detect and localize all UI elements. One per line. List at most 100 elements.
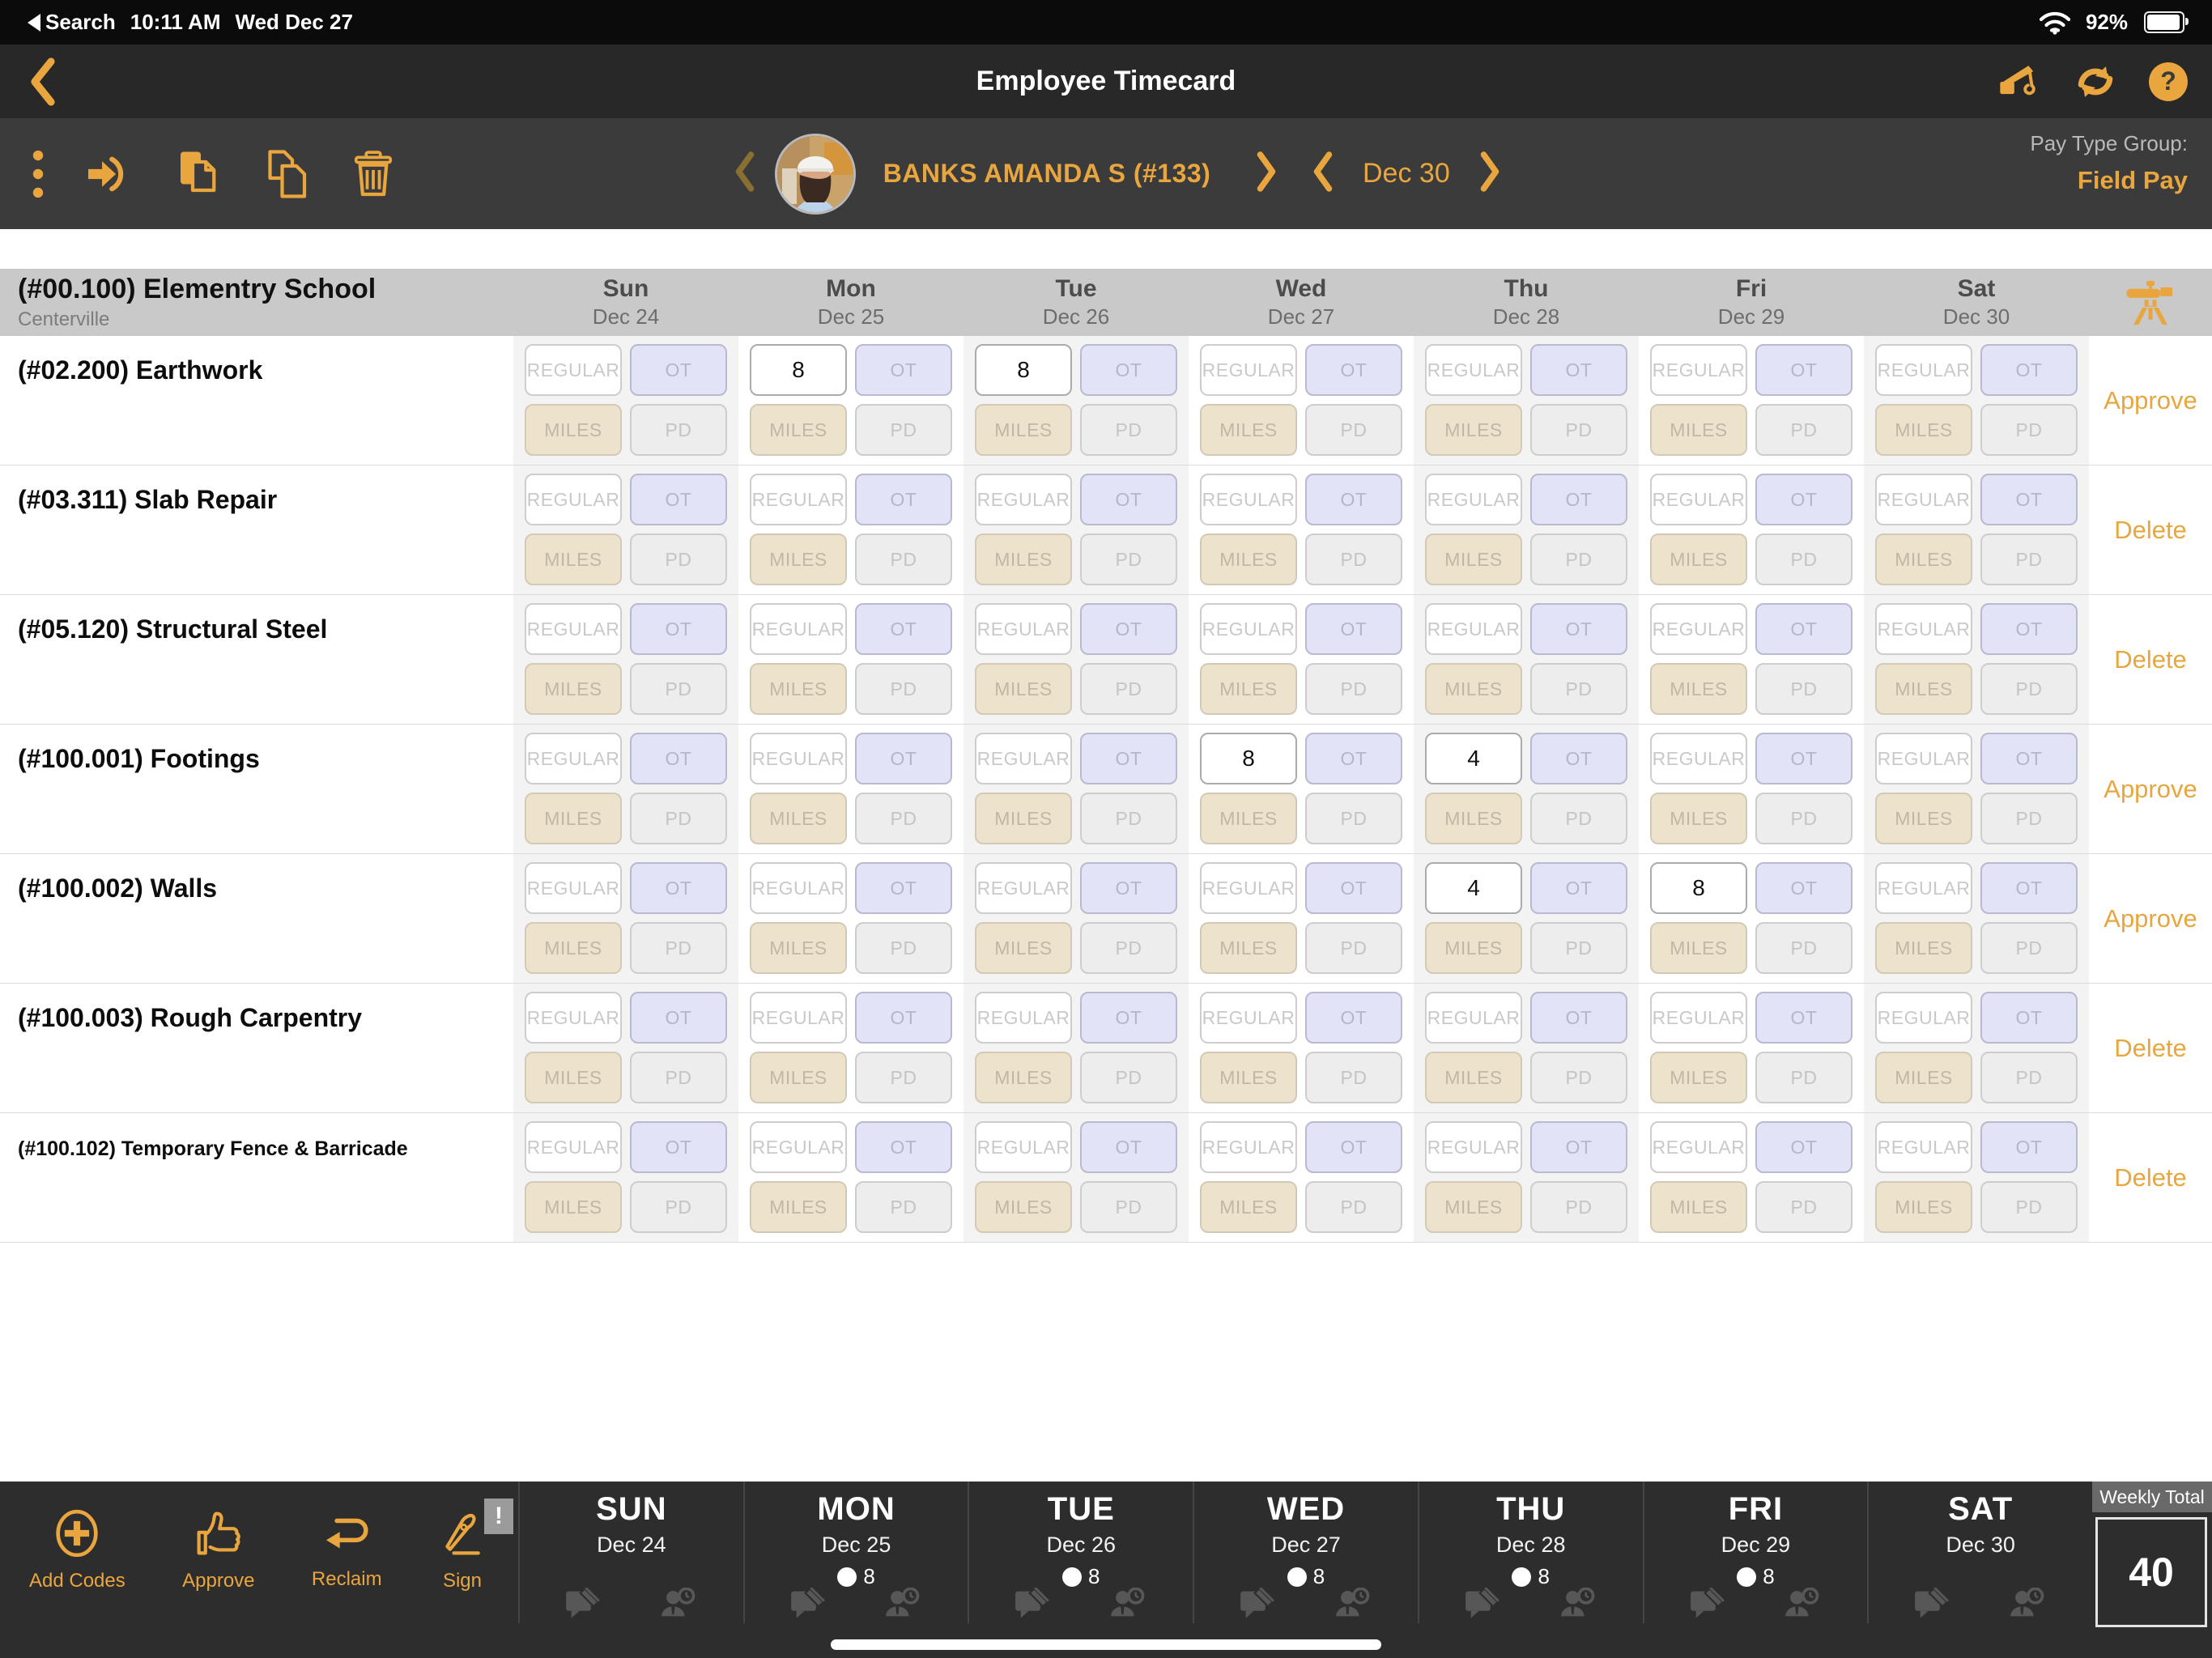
miles-input[interactable]: MILES [525, 793, 622, 844]
regular-hours-input[interactable]: REGULAR [1425, 1121, 1522, 1173]
overtime-hours-input[interactable]: OT [630, 1121, 727, 1173]
per-diem-input[interactable]: PD [1980, 1181, 2078, 1233]
miles-input[interactable]: MILES [975, 1181, 1072, 1233]
home-indicator[interactable] [831, 1639, 1381, 1650]
regular-hours-input[interactable]: REGULAR [525, 1121, 622, 1173]
regular-hours-input[interactable]: REGULAR [1200, 992, 1297, 1044]
per-diem-input[interactable]: PD [855, 534, 952, 585]
overtime-hours-input[interactable]: OT [630, 344, 727, 396]
per-diem-input[interactable]: PD [1305, 663, 1402, 715]
overtime-hours-input[interactable]: OT [1530, 1121, 1627, 1173]
regular-hours-input[interactable]: REGULAR [750, 1121, 847, 1173]
overtime-hours-input[interactable]: OT [1980, 1121, 2078, 1173]
overtime-hours-input[interactable]: OT [855, 603, 952, 655]
miles-input[interactable]: MILES [1650, 793, 1747, 844]
overtime-hours-input[interactable]: OT [1305, 603, 1402, 655]
miles-input[interactable]: MILES [1200, 663, 1297, 715]
regular-hours-input[interactable]: REGULAR [1875, 992, 1972, 1044]
regular-hours-input[interactable]: REGULAR [1425, 474, 1522, 525]
per-diem-input[interactable]: PD [1755, 1052, 1853, 1103]
overtime-hours-input[interactable]: OT [1305, 344, 1402, 396]
per-diem-input[interactable]: PD [855, 404, 952, 456]
miles-input[interactable]: MILES [1425, 663, 1522, 715]
miles-input[interactable]: MILES [1200, 1052, 1297, 1103]
miles-input[interactable]: MILES [975, 922, 1072, 974]
per-diem-input[interactable]: PD [630, 793, 727, 844]
day-note-icon[interactable] [1914, 1588, 1950, 1620]
miles-input[interactable]: MILES [1650, 534, 1747, 585]
miles-input[interactable]: MILES [975, 663, 1072, 715]
next-employee-chevron[interactable] [1254, 151, 1278, 197]
regular-hours-input[interactable]: REGULAR [750, 862, 847, 914]
day-note-icon[interactable] [790, 1588, 826, 1620]
miles-input[interactable]: MILES [750, 663, 847, 715]
per-diem-input[interactable]: PD [1530, 1052, 1627, 1103]
overtime-hours-input[interactable]: OT [630, 733, 727, 784]
miles-input[interactable]: MILES [1875, 663, 1972, 715]
day-worker-clock-icon[interactable] [885, 1588, 922, 1620]
overtime-hours-input[interactable]: OT [1755, 344, 1853, 396]
paste-icon[interactable] [178, 150, 223, 198]
overtime-hours-input[interactable]: OT [1755, 862, 1853, 914]
per-diem-input[interactable]: PD [1305, 1181, 1402, 1233]
row-delete-button[interactable]: Delete [2114, 515, 2187, 544]
miles-input[interactable]: MILES [525, 922, 622, 974]
miles-input[interactable]: MILES [1650, 1052, 1747, 1103]
miles-input[interactable]: MILES [1425, 404, 1522, 456]
day-worker-clock-icon[interactable] [1110, 1588, 1147, 1620]
row-delete-button[interactable]: Delete [2114, 1163, 2187, 1192]
per-diem-input[interactable]: PD [1305, 793, 1402, 844]
overtime-hours-input[interactable]: OT [1305, 862, 1402, 914]
regular-hours-input[interactable]: REGULAR [525, 862, 622, 914]
row-approve-button[interactable]: Approve [2104, 903, 2197, 933]
regular-hours-input[interactable]: REGULAR [1200, 862, 1297, 914]
regular-hours-input[interactable]: REGULAR [1875, 1121, 1972, 1173]
miles-input[interactable]: MILES [1200, 793, 1297, 844]
miles-input[interactable]: MILES [750, 534, 847, 585]
regular-hours-input[interactable]: REGULAR [1425, 344, 1522, 396]
miles-input[interactable]: MILES [1200, 1181, 1297, 1233]
row-delete-button[interactable]: Delete [2114, 1033, 2187, 1062]
miles-input[interactable]: MILES [1875, 534, 1972, 585]
overtime-hours-input[interactable]: OT [855, 474, 952, 525]
per-diem-input[interactable]: PD [630, 534, 727, 585]
regular-hours-input[interactable]: REGULAR [750, 474, 847, 525]
overtime-hours-input[interactable]: OT [1755, 1121, 1853, 1173]
miles-input[interactable]: MILES [1875, 922, 1972, 974]
miles-input[interactable]: MILES [1425, 1052, 1522, 1103]
per-diem-input[interactable]: PD [1755, 534, 1853, 585]
per-diem-input[interactable]: PD [630, 404, 727, 456]
back-to-app-link[interactable]: Search [28, 10, 116, 35]
miles-input[interactable]: MILES [525, 1181, 622, 1233]
per-diem-input[interactable]: PD [855, 663, 952, 715]
overtime-hours-input[interactable]: OT [855, 862, 952, 914]
per-diem-input[interactable]: PD [1530, 404, 1627, 456]
regular-hours-input[interactable]: REGULAR [1650, 992, 1747, 1044]
overtime-hours-input[interactable]: OT [1305, 474, 1402, 525]
overtime-hours-input[interactable]: OT [1305, 733, 1402, 784]
miles-input[interactable]: MILES [1200, 404, 1297, 456]
overtime-hours-input[interactable]: OT [1080, 992, 1177, 1044]
regular-hours-input[interactable]: 4 [1425, 862, 1522, 914]
per-diem-input[interactable]: PD [630, 1052, 727, 1103]
per-diem-input[interactable]: PD [1530, 922, 1627, 974]
regular-hours-input[interactable]: REGULAR [525, 344, 622, 396]
miles-input[interactable]: MILES [1875, 404, 1972, 456]
per-diem-input[interactable]: PD [1755, 663, 1853, 715]
per-diem-input[interactable]: PD [1080, 1052, 1177, 1103]
miles-input[interactable]: MILES [975, 793, 1072, 844]
overtime-hours-input[interactable]: OT [1755, 733, 1853, 784]
miles-input[interactable]: MILES [1200, 922, 1297, 974]
per-diem-input[interactable]: PD [1305, 404, 1402, 456]
regular-hours-input[interactable]: REGULAR [975, 862, 1072, 914]
per-diem-input[interactable]: PD [1755, 922, 1853, 974]
duplicate-icon[interactable] [266, 149, 311, 198]
per-diem-input[interactable]: PD [630, 1181, 727, 1233]
regular-hours-input[interactable]: 8 [1200, 733, 1297, 784]
regular-hours-input[interactable]: REGULAR [975, 474, 1072, 525]
row-approve-button[interactable]: Approve [2104, 385, 2197, 414]
regular-hours-input[interactable]: REGULAR [525, 733, 622, 784]
day-note-icon[interactable] [1015, 1588, 1050, 1620]
per-diem-input[interactable]: PD [1980, 534, 2078, 585]
miles-input[interactable]: MILES [525, 1052, 622, 1103]
